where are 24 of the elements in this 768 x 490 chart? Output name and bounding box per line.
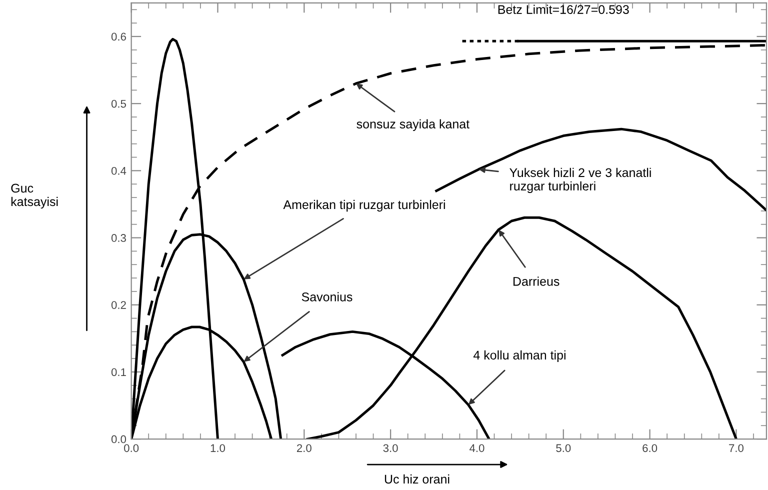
annotation: sonsuz sayida kanat: [356, 119, 470, 131]
x-tick-label: 6.0: [642, 444, 658, 452]
x-tick-label: 0.0: [124, 444, 139, 452]
x-axis-title: Uc hiz orani: [384, 474, 450, 484]
x-tick-label: 4.0: [470, 444, 484, 452]
y-axis-title: Guc katsayisi: [11, 184, 58, 209]
y-tick-label: 0.6: [111, 32, 126, 41]
y-tick-label: 0.0: [111, 435, 126, 444]
y-tick-label: 0.1: [111, 368, 126, 376]
x-tick-label: 7.0: [729, 444, 744, 452]
x-tick-label: 5.0: [556, 444, 571, 452]
annotation: Darrieus: [513, 276, 560, 286]
annotation: Savonius: [302, 292, 352, 302]
x-tick-label: 3.0: [383, 444, 398, 452]
y-tick-label: 0.5: [111, 100, 126, 108]
annotation: Yuksek hizli 2 ve 3 kanatli ruzgar turbinleri: [510, 168, 651, 193]
annotation: 4 kollu alman tipi: [473, 350, 566, 362]
y-tick-label: 0.2: [111, 301, 126, 309]
annotation: Amerikan tipi ruzgar turbinleri: [283, 200, 445, 212]
x-tick-label: 1.0: [210, 444, 226, 452]
y-tick-label: 0.3: [111, 234, 126, 242]
y-tick-label: 0.4: [111, 166, 126, 175]
annotation: Betz Limit=16/27=0.593: [498, 4, 629, 14]
x-tick-label: 2.0: [296, 444, 312, 452]
